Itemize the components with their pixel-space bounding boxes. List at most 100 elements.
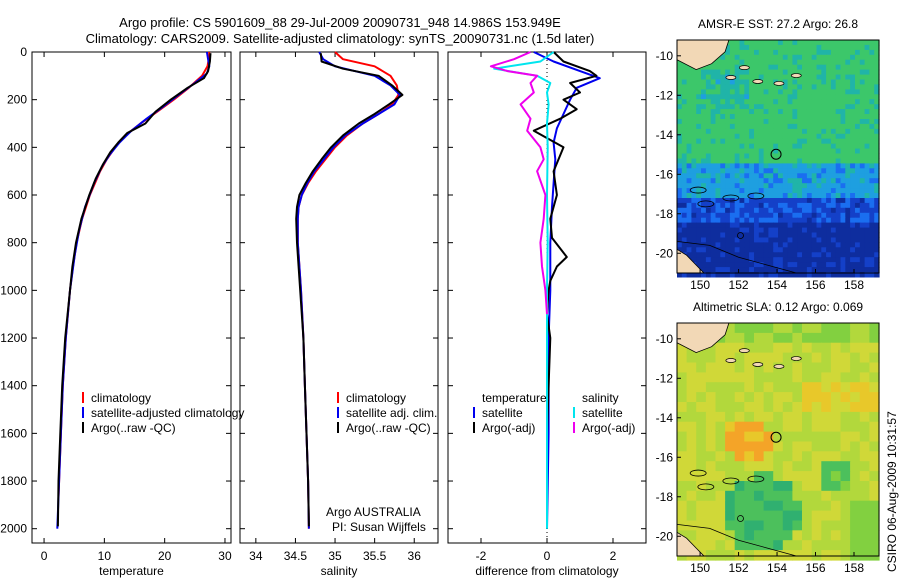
sst-map-cell (773, 202, 779, 209)
sst-map-cell (840, 217, 846, 224)
sst-map-cell (754, 64, 760, 71)
sla-map-cell (792, 431, 803, 443)
sla-map-cell (840, 520, 851, 531)
sst-map-cell (782, 44, 789, 51)
sst-map-cell (778, 49, 784, 56)
sla-map-cell (677, 352, 688, 364)
sst-map-cell (792, 123, 798, 130)
sst-map-cell (739, 267, 745, 273)
sla-map-cell (840, 510, 851, 522)
sst-map-cell (797, 99, 803, 105)
sla-map-cell (773, 471, 784, 482)
sst-map-cell (835, 128, 842, 135)
sst-map-cell (802, 262, 808, 268)
sla-map-cell (773, 441, 784, 452)
sst-map-cell (830, 94, 837, 100)
sla-map-cell (705, 500, 717, 512)
sst-map-cell (778, 40, 784, 46)
sst-map-cell (768, 119, 774, 125)
sst-map-cell (835, 198, 842, 204)
diff-legend-salinity-header: salinity (582, 391, 619, 405)
sst-map-cell (691, 247, 697, 253)
sst-map-cell (763, 79, 769, 85)
sst-map-cell (869, 128, 875, 135)
sst-map-cell (773, 198, 779, 204)
sla-map-cell (773, 461, 784, 472)
sst-map-cell (773, 69, 779, 76)
sla-map-cell (734, 372, 745, 383)
sst-map-cell (782, 168, 789, 174)
sst-map-cell (701, 133, 707, 140)
sst-map-cell (758, 109, 765, 115)
sst-map-cell (821, 193, 827, 199)
sst-map-cell (797, 222, 803, 229)
sst-map-cell (806, 173, 813, 179)
sst-map-cell (869, 49, 875, 56)
sst-map-cell (874, 89, 880, 95)
sst-map-cell (778, 262, 784, 268)
sst-map-cell (686, 84, 692, 90)
sst-map-cell (715, 128, 721, 135)
sst-map-cell (806, 178, 813, 184)
sst-map-cell (734, 198, 741, 204)
sla-map-cell (677, 441, 688, 452)
sst-map-cell (874, 44, 880, 51)
sst-map-cell (744, 217, 750, 224)
sst-map-cell (720, 183, 726, 189)
sst-map-cell (725, 252, 731, 258)
sst-map-cell (811, 198, 818, 204)
sst-map-cell (744, 40, 750, 46)
sst-map-cell (826, 262, 832, 268)
sla-map-cell (754, 392, 765, 403)
sst-map-cell (797, 212, 803, 219)
sla-map-cell (754, 342, 765, 354)
sst-map-cell (754, 252, 760, 258)
sla-map-cell (792, 441, 803, 452)
sst-map-ytick-label: -20 (656, 246, 674, 260)
sst-map-cell (696, 163, 702, 169)
sst-map-cell (816, 94, 822, 100)
sst-map-cell (869, 237, 875, 243)
sla-map-cell (696, 490, 707, 502)
sst-map-cell (826, 217, 832, 224)
sst-map-cell (869, 109, 875, 115)
sst-map-cell (725, 44, 731, 51)
sst-map-island (738, 65, 750, 70)
sst-map-cell (806, 128, 813, 135)
sst-map-cell (768, 267, 774, 273)
sst-map-cell (768, 143, 774, 150)
sst-map-cell (821, 94, 827, 100)
sst-map-cell (835, 232, 842, 238)
sla-map-cell (696, 441, 707, 452)
sst-map-cell (691, 104, 697, 110)
sst-map-cell (686, 133, 692, 140)
sla-map-cell (715, 372, 726, 383)
sst-map-cell (720, 89, 726, 95)
sst-map-cell (749, 237, 755, 243)
sst-map-cell (744, 54, 750, 61)
sst-map-cell (864, 202, 870, 209)
sst-map-cell (802, 148, 808, 155)
sst-map-cell (758, 133, 765, 140)
sla-map-cell (744, 342, 755, 354)
sst-map-cell (734, 69, 741, 76)
sst-map-cell (749, 133, 755, 140)
sla-map-cell (686, 392, 697, 403)
sst-map-cell (691, 212, 697, 219)
sst-map-cell (864, 109, 870, 115)
sst-map-cell (696, 262, 702, 268)
sst-map-cell (826, 198, 832, 204)
sla-map-cell (763, 402, 774, 413)
sst-map-cell (715, 217, 721, 224)
sst-map-cell (681, 178, 688, 184)
sla-map-cell (677, 382, 688, 393)
sst-map-cell (850, 232, 856, 238)
sla-map-cell (782, 372, 793, 383)
sst-map-cell (864, 133, 870, 140)
sst-map-cell (763, 119, 769, 125)
sst-map-cell (734, 168, 741, 174)
sst-map-cell (797, 267, 803, 273)
sst-map-cell (749, 104, 755, 110)
sst-map-cell (677, 128, 683, 135)
